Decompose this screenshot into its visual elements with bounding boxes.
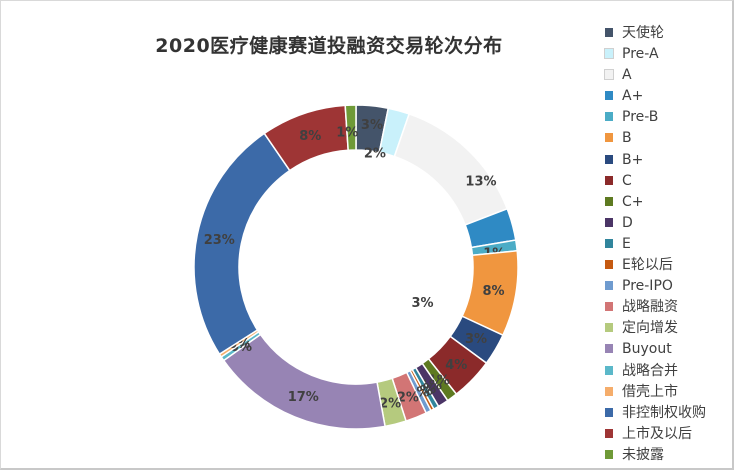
legend-label: B — [622, 130, 632, 147]
legend-label: Buyout — [622, 341, 672, 358]
legend-label: 上市及以后 — [622, 425, 692, 442]
data-label-13: 2% — [397, 390, 419, 405]
legend-swatch — [605, 91, 613, 101]
legend-swatch — [605, 428, 613, 438]
data-label-18: 23% — [204, 233, 235, 248]
legend-swatch — [605, 154, 613, 164]
chart-title: 2020医疗健康赛道投融资交易轮次分布 — [155, 35, 503, 57]
legend-label: 未披露 — [622, 446, 664, 463]
legend-swatch — [605, 407, 613, 417]
legend-label: Pre-B — [622, 109, 659, 126]
data-label-14: 2% — [379, 396, 401, 411]
data-label-3: 3% — [412, 296, 434, 311]
legend-label: E轮以后 — [622, 257, 673, 274]
legend-swatch — [605, 28, 613, 37]
legend-swatch — [605, 386, 613, 396]
legend-label: C+ — [622, 193, 644, 210]
data-label-19: 8% — [299, 129, 321, 144]
data-label-1: 2% — [364, 146, 386, 161]
legend-label: C — [622, 172, 632, 189]
legend-swatch — [605, 175, 613, 185]
data-label-15: 17% — [288, 390, 319, 405]
data-label-0: 3% — [361, 118, 383, 133]
legend-swatch — [604, 48, 614, 60]
legend-swatch — [605, 196, 613, 206]
legend-label: Pre-A — [622, 46, 659, 63]
legend-label: A+ — [622, 88, 644, 105]
legend-swatch — [605, 323, 613, 333]
legend-label: 战略融资 — [622, 299, 678, 316]
legend-swatch — [605, 365, 613, 375]
legend-label: 战略合并 — [622, 362, 678, 379]
donut-slice-2 — [393, 113, 509, 226]
legend-label: Pre-IPO — [622, 278, 673, 295]
legend-swatch — [605, 281, 613, 291]
legend-swatch — [605, 133, 613, 143]
legend-swatch — [605, 217, 613, 227]
legend-label: 借壳上市 — [622, 383, 678, 400]
legend-label: A — [622, 67, 632, 84]
legend-swatch — [605, 302, 613, 312]
legend-swatch — [605, 260, 613, 270]
data-label-5: 8% — [483, 284, 505, 299]
legend-swatch — [605, 449, 613, 459]
legend-label: 非控制权收购 — [622, 404, 706, 421]
legend-label: D — [622, 214, 633, 231]
data-label-6: 3% — [465, 332, 487, 347]
legend-label: 定向增发 — [622, 320, 678, 337]
legend-label: E — [622, 235, 631, 252]
legend-swatch — [605, 344, 613, 354]
legend-swatch — [605, 238, 613, 248]
legend-swatch — [604, 69, 614, 81]
legend-label: B+ — [622, 151, 644, 168]
data-label-2: 13% — [465, 175, 496, 190]
legend-label: 天使轮 — [622, 25, 664, 41]
data-label-20: 1% — [336, 126, 358, 141]
data-label-7: 4% — [445, 358, 467, 373]
donut-slice-20 — [344, 104, 357, 152]
legend-swatch — [605, 112, 613, 122]
